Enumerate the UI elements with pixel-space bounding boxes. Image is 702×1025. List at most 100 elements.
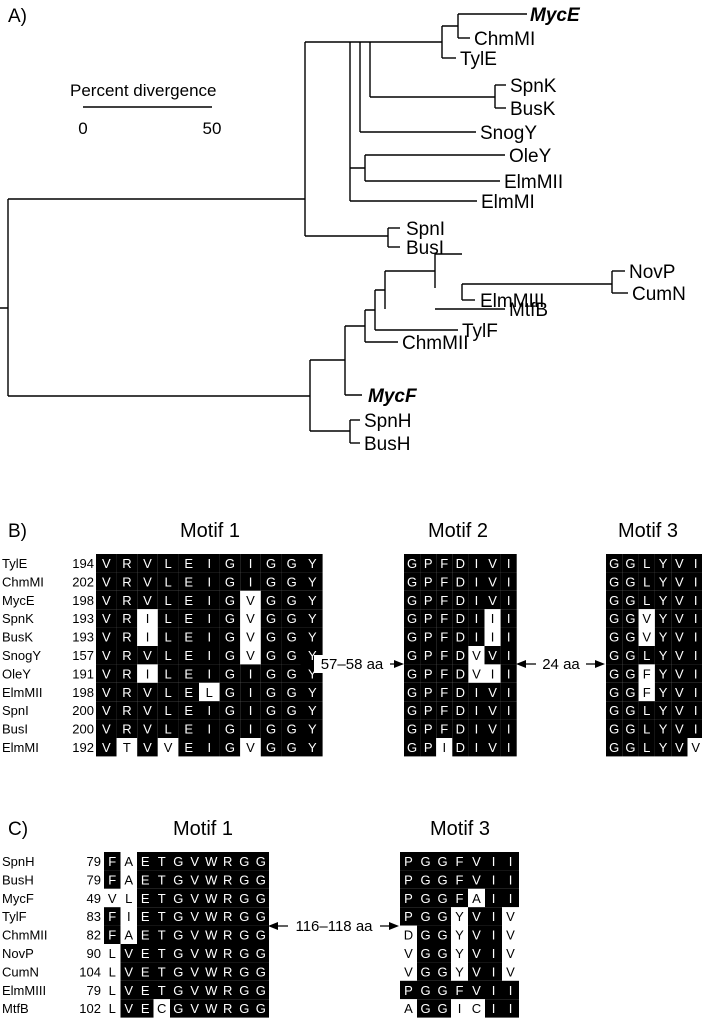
residue-shade [120,925,137,944]
residue: I [207,648,211,663]
residue: V [642,611,651,626]
leaf-label-snogy: SnogY [480,123,537,144]
residue: Y [659,648,668,663]
tree-branch-m6 [435,253,463,300]
residue-shade [137,870,154,889]
residue-shade [468,572,485,591]
sequence-start: 90 [87,946,101,961]
residue: G [173,872,183,887]
residue-shade [199,738,220,757]
residue: Y [308,666,317,681]
residue: E [184,722,193,737]
residue: R [223,1001,232,1016]
residue: I [509,1001,513,1016]
residue: V [102,740,111,755]
residue: G [407,703,417,718]
alignment-row: ElmMIII 79 L V E T G V W R G G P G G F V I I [2,980,519,1000]
residue-shade [157,664,179,683]
residue-shade [116,609,138,628]
residue-shade [137,999,154,1018]
residue-shade [236,925,253,944]
residue: V [190,1001,199,1016]
residue-shade [436,719,453,738]
residue-shade [137,646,158,665]
residue-shade [203,980,220,1000]
residue: G [225,611,235,626]
residue: I [694,648,698,663]
residue-shade [468,999,485,1018]
residue-shade [404,590,421,610]
residue-shade [157,719,179,738]
residue-shade [485,980,502,1000]
residue: W [205,983,218,998]
residue: V [124,983,133,998]
residue-shade [638,590,655,610]
residue-shade [199,719,220,738]
leaf-label-oley: OleY [509,146,552,167]
residue-shade [203,944,220,963]
residue: I [694,574,698,589]
residue-shade [420,719,437,738]
residue: G [173,854,183,869]
residue-shade [186,907,203,926]
gap-label: 116–118 aa [295,918,373,935]
residue-shade [622,682,639,702]
residue: V [102,556,111,571]
residue: G [266,740,276,755]
residue: G [625,666,635,681]
residue-shade [484,738,501,757]
residue: I [475,703,479,718]
residue-shade [302,609,323,628]
residue-shade [417,888,434,908]
sequence-start: 191 [72,666,94,681]
residue: G [420,909,430,924]
sequence-start: 193 [72,630,94,645]
residue-shade [302,627,323,646]
residue-shade [500,701,517,720]
residue: G [256,946,266,961]
residue-shade [186,999,203,1018]
residue-shade [186,925,203,944]
residue-shade [203,888,220,908]
residue: Y [455,946,464,961]
residue-shade [606,682,623,702]
sequence-name: MtfB [2,1001,29,1016]
residue: L [109,983,116,998]
residue-shade [417,999,434,1018]
residue-shade [687,701,702,720]
residue-shade [178,627,199,646]
residue: V [124,946,133,961]
residue-shade [186,852,203,871]
residue: G [625,703,635,718]
residue: Y [455,928,464,943]
residue-shade [219,980,236,1000]
residue: G [173,964,183,979]
residue-shade [687,646,702,665]
residue: G [256,909,266,924]
residue-shade [199,664,220,683]
residue-shade [96,590,117,610]
residue: I [507,685,511,700]
residue: I [475,556,479,571]
residue: G [609,722,619,737]
residue-shade [178,590,199,610]
residue-shade [654,572,672,591]
residue: E [141,891,150,906]
leaf-label-myce: MycE [530,5,581,26]
residue: I [207,611,211,626]
residue-shade [485,852,502,871]
leaf-label-cumn: CumN [632,284,686,305]
residue-shade [417,925,434,944]
residue-shade [96,572,117,591]
residue-shade [452,627,469,646]
residue-shade [170,962,187,981]
residue-shade [671,682,688,702]
residue: G [437,946,447,961]
residue-shade [485,944,502,963]
